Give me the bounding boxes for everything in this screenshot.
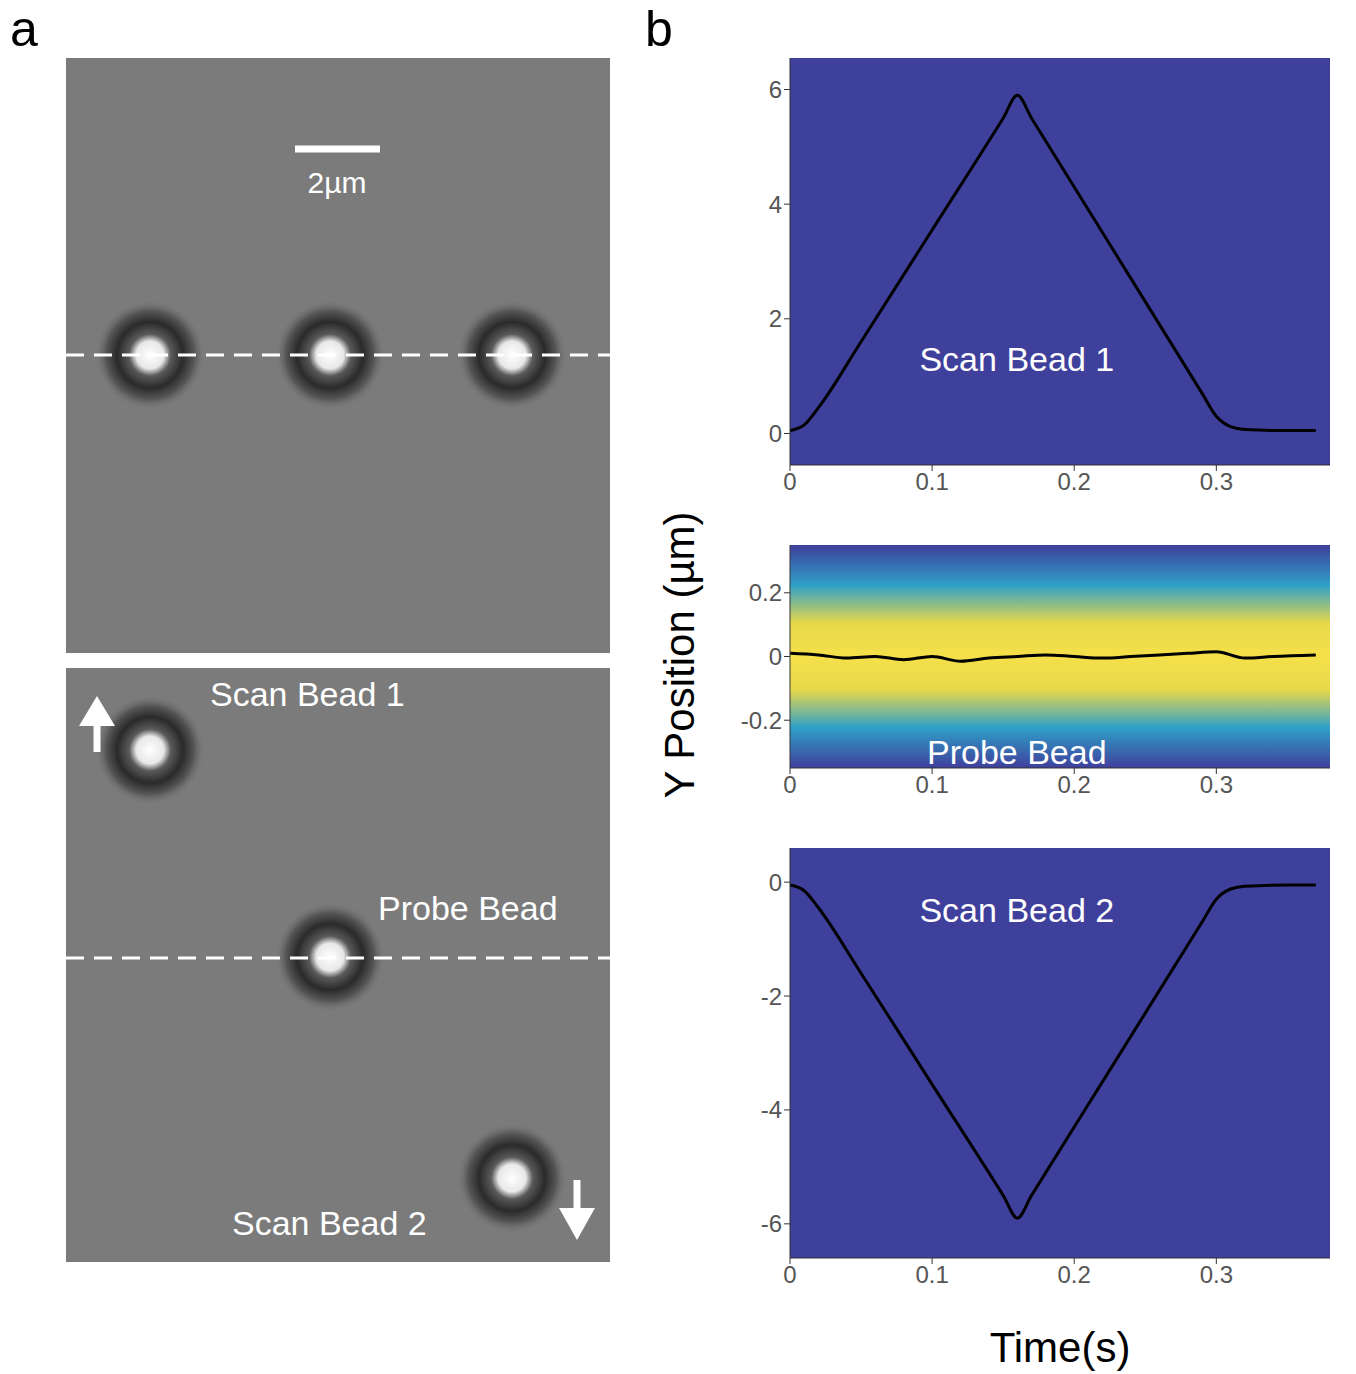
html-text:a: a xyxy=(10,1,38,57)
svg-text:0.2: 0.2 xyxy=(1058,771,1091,798)
svg-text:0: 0 xyxy=(769,869,782,896)
svg-text:4: 4 xyxy=(769,191,782,218)
svg-text:0: 0 xyxy=(783,1261,796,1288)
svg-text:0.1: 0.1 xyxy=(915,1261,948,1288)
svg-text:0.3: 0.3 xyxy=(1200,1261,1233,1288)
svg-text:0: 0 xyxy=(783,468,796,495)
svg-text:0: 0 xyxy=(783,771,796,798)
svg-text:0: 0 xyxy=(769,643,782,670)
svg-text:0.2: 0.2 xyxy=(1058,468,1091,495)
html-text:Y Position (µm): Y Position (µm) xyxy=(656,511,703,799)
svg-text:Probe Bead: Probe Bead xyxy=(378,889,558,927)
svg-text:-4: -4 xyxy=(761,1096,782,1123)
html-text:Time(s): Time(s) xyxy=(989,1324,1131,1371)
svg-text:0: 0 xyxy=(769,420,782,447)
svg-text:-6: -6 xyxy=(761,1210,782,1237)
svg-text:0.1: 0.1 xyxy=(915,468,948,495)
svg-text:-0.2: -0.2 xyxy=(741,707,782,734)
svg-text:0.2: 0.2 xyxy=(1058,1261,1091,1288)
svg-text:2µm: 2µm xyxy=(308,166,367,199)
svg-text:Scan Bead 2: Scan Bead 2 xyxy=(232,1204,427,1242)
html-text:Probe Bead: Probe Bead xyxy=(927,732,1107,771)
svg-text:0.1: 0.1 xyxy=(915,771,948,798)
html-text:b: b xyxy=(645,1,673,57)
svg-text:-2: -2 xyxy=(761,983,782,1010)
svg-text:0.3: 0.3 xyxy=(1200,771,1233,798)
svg-text:6: 6 xyxy=(769,76,782,103)
svg-text:Scan Bead 1: Scan Bead 1 xyxy=(210,675,405,713)
svg-text:2: 2 xyxy=(769,305,782,332)
html-text:Scan Bead 1: Scan Bead 1 xyxy=(919,339,1115,378)
html-text:Scan Bead 2: Scan Bead 2 xyxy=(919,890,1115,928)
svg-text:0.3: 0.3 xyxy=(1200,468,1233,495)
svg-text:0.2: 0.2 xyxy=(749,579,782,606)
